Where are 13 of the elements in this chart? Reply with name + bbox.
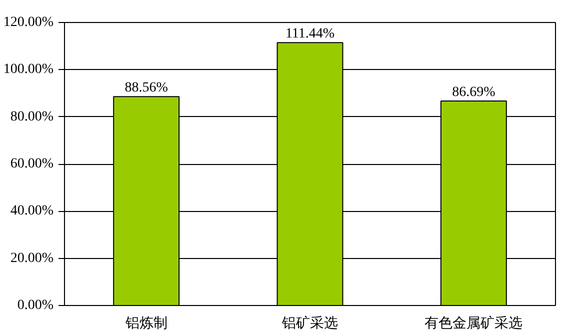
- y-tick-label: 0.00%: [17, 298, 54, 313]
- data-label: 111.44%: [285, 26, 335, 42]
- data-label: 86.69%: [452, 85, 496, 100]
- x-tick-label: 铝矿采选: [281, 316, 338, 332]
- y-tick-label: 100.00%: [3, 62, 54, 78]
- x-tick-label: 有色金属矿采选: [424, 316, 523, 332]
- y-tick-label: 20.00%: [10, 250, 54, 266]
- data-label: 88.56%: [124, 80, 168, 96]
- y-tick-label: 80.00%: [10, 109, 54, 124]
- x-tick-label: 铝炼制: [124, 316, 168, 332]
- y-tick-label: 60.00%: [10, 156, 54, 172]
- y-tick-label: 120.00%: [3, 15, 54, 30]
- y-tick-label: 40.00%: [10, 204, 54, 219]
